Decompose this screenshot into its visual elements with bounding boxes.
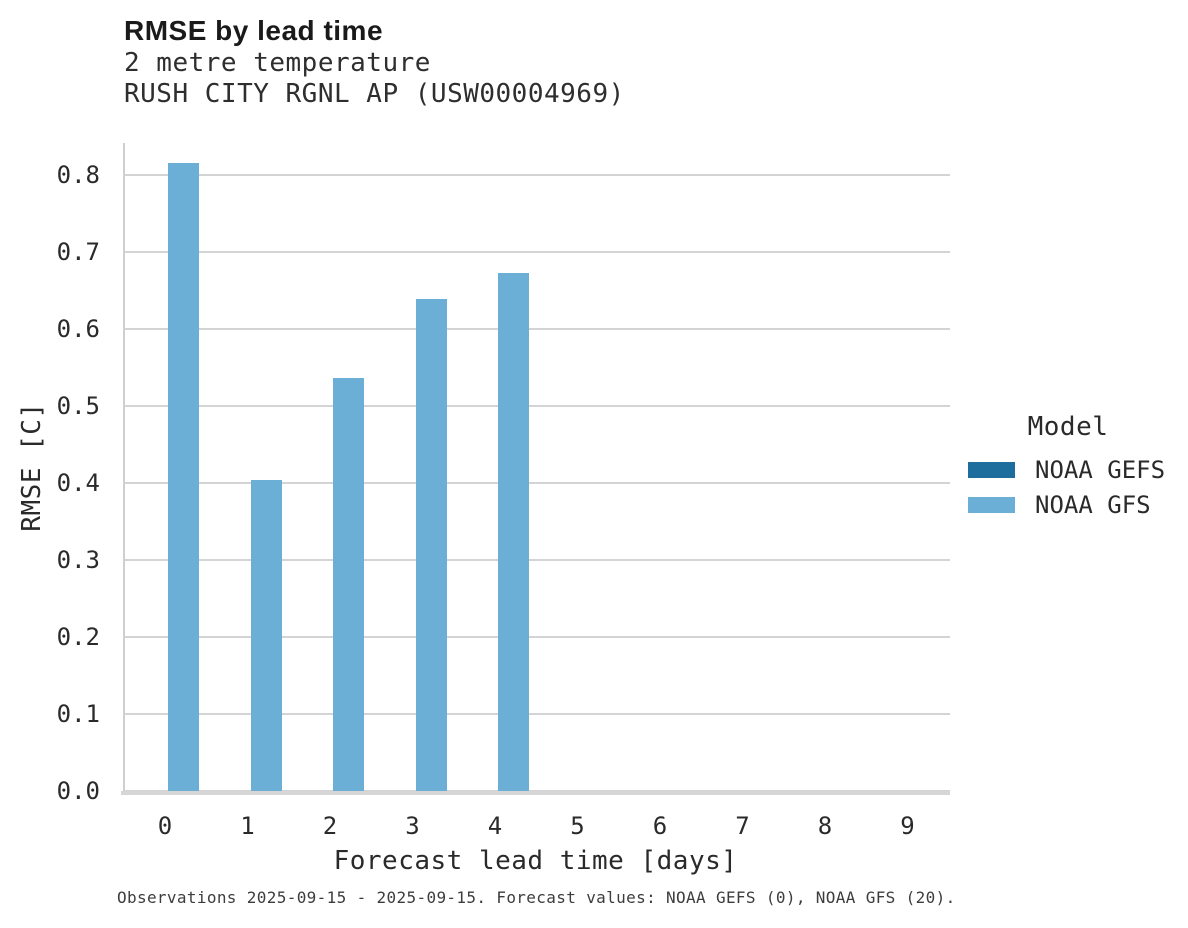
x-tick-label: 7: [735, 812, 750, 840]
legend-entries: NOAA GEFS NOAA GFS: [962, 452, 1174, 522]
y-tick-label: 0.2: [56, 622, 100, 651]
bar-noaa-gfs-lead-3[interactable]: [415, 299, 447, 791]
bar-noaa-gfs-lead-0[interactable]: [168, 163, 199, 791]
y-tick-label: 0.8: [56, 160, 100, 189]
chart-subtitle-variable: 2 metre temperature: [124, 48, 431, 78]
gridline: [125, 635, 950, 638]
y-tick-label: 0.7: [56, 237, 100, 266]
x-axis-spine: [121, 791, 950, 795]
y-tick-label: 0.0: [56, 777, 100, 805]
bar-noaa-gfs-lead-4[interactable]: [498, 273, 529, 791]
y-tick-label: 0.3: [56, 545, 100, 574]
gridline: [125, 173, 950, 176]
x-tick-label: 2: [322, 812, 338, 840]
gridline: [125, 250, 950, 253]
x-tick-label: 8: [817, 812, 833, 840]
x-tick-label: 9: [900, 812, 915, 840]
chart-header: RMSE by lead time 2 metre temperature RU…: [124, 15, 625, 109]
bar-noaa-gfs-lead-1[interactable]: [250, 480, 282, 791]
legend-swatch-icon: [968, 461, 1015, 478]
plot-area: [123, 143, 950, 792]
legend-entry-noaa-gefs[interactable]: NOAA GEFS: [962, 452, 1174, 487]
y-tick-label: 0.1: [56, 699, 100, 728]
x-tick-label: 6: [652, 812, 668, 840]
bar-noaa-gfs-lead-2[interactable]: [333, 378, 364, 791]
x-axis-label: Forecast lead time [days]: [333, 846, 738, 876]
x-tick-label: 1: [240, 812, 255, 840]
x-axis-tick-labels: 0 1 2 3 4 5 6 7 8 9: [123, 812, 948, 842]
y-tick-label: 0.4: [56, 468, 100, 497]
legend-entry-noaa-gfs[interactable]: NOAA GFS: [962, 487, 1174, 522]
gridline: [125, 558, 950, 561]
y-tick-label: 0.6: [56, 314, 100, 343]
gridline: [125, 712, 950, 715]
gridline: [125, 404, 950, 407]
gridline: [125, 327, 950, 330]
chart-subtitle-station: RUSH CITY RGNL AP (USW00004969): [124, 79, 625, 109]
legend-title: Model: [1027, 412, 1109, 442]
x-tick-label: 5: [570, 812, 585, 840]
legend-entry-label: NOAA GFS: [1035, 490, 1151, 519]
y-tick-label: 0.5: [56, 391, 100, 420]
gridline: [125, 481, 950, 484]
x-tick-label: 3: [405, 812, 420, 840]
x-tick-label: 4: [487, 812, 503, 840]
caption-text: Observations 2025-09-15 - 2025-09-15. Fo…: [117, 888, 956, 907]
y-axis-tick-labels: 0.0 0.1 0.2 0.3 0.4 0.5 0.6 0.7 0.8: [0, 143, 106, 805]
legend-swatch-icon: [968, 496, 1015, 513]
chart-title: RMSE by lead time: [124, 15, 384, 46]
legend: Model NOAA GEFS NOAA GFS: [962, 412, 1174, 522]
legend-entry-label: NOAA GEFS: [1035, 455, 1166, 484]
x-tick-label: 0: [157, 812, 173, 840]
